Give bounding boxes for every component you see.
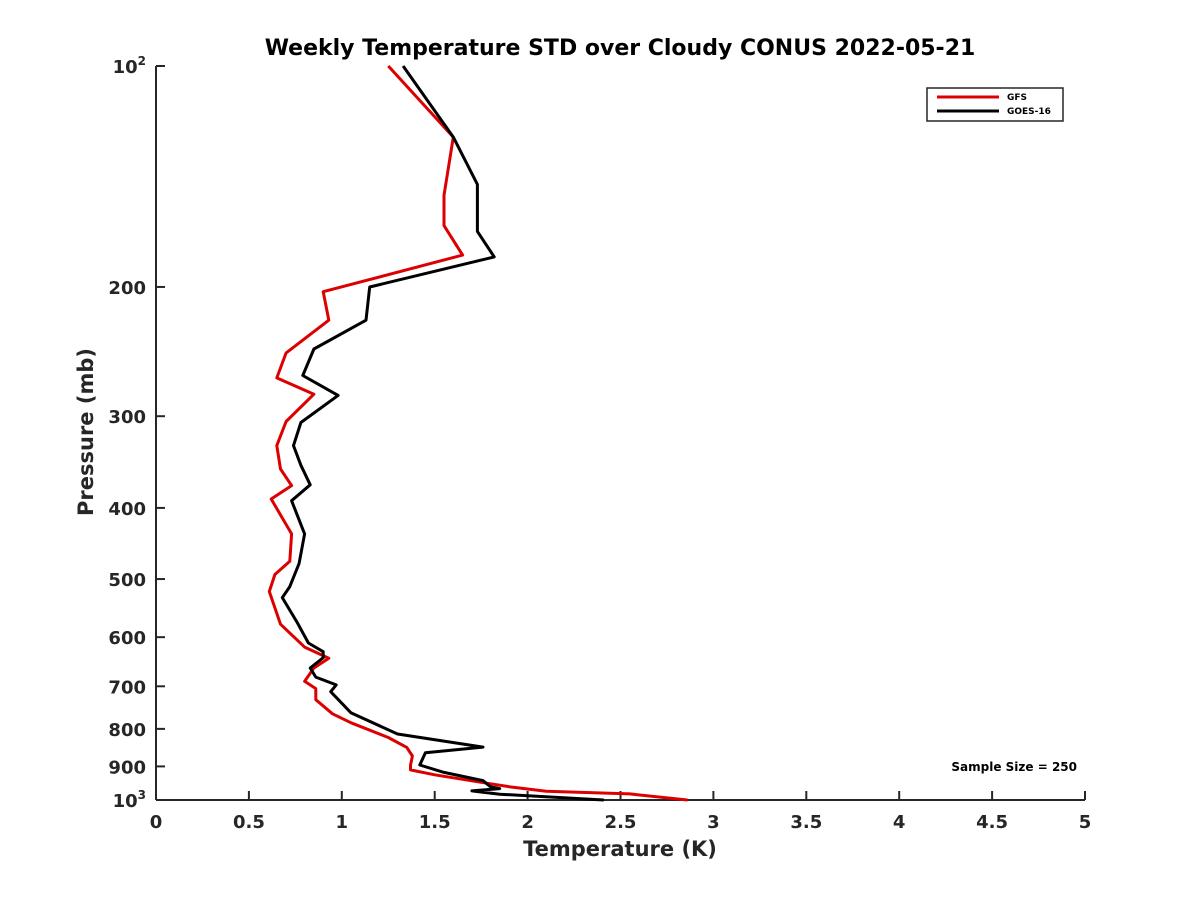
legend-label: GOES-16 bbox=[1007, 107, 1051, 117]
y-tick-label: 102 bbox=[113, 54, 146, 78]
y-tick-label: 103 bbox=[113, 788, 146, 812]
legend: GFS GOES-16 bbox=[926, 87, 1064, 122]
x-tick-label: 0.5 bbox=[233, 812, 265, 833]
legend-box bbox=[926, 87, 1064, 122]
chart-title: Weekly Temperature STD over Cloudy CONUS… bbox=[265, 36, 976, 61]
x-axis-label: Temperature (K) bbox=[523, 837, 717, 861]
y-tick-base: 10 bbox=[113, 791, 138, 812]
y-tick-exponent: 3 bbox=[138, 788, 146, 802]
y-tick-label: 600 bbox=[108, 628, 146, 649]
sample-size-annotation: Sample Size = 250 bbox=[951, 760, 1077, 774]
x-tick-label: 1 bbox=[336, 812, 349, 833]
plot-area: 0 0.5 1 1.5 2 2.5 3 3.5 4 4.5 51022003004005006007… bbox=[108, 54, 1091, 833]
y-tick-base: 10 bbox=[113, 57, 138, 78]
x-tick-label: 4.5 bbox=[976, 812, 1008, 833]
y-tick-label: 900 bbox=[108, 757, 146, 778]
x-tick-label: 0 bbox=[150, 812, 163, 833]
y-tick-label: 500 bbox=[108, 570, 146, 591]
y-axis-label: Pressure (mb) bbox=[74, 348, 98, 516]
x-tick-label: 4 bbox=[893, 812, 906, 833]
y-tick-label: 800 bbox=[108, 720, 146, 741]
y-tick-label: 400 bbox=[108, 499, 146, 520]
y-tick-exponent: 2 bbox=[138, 54, 146, 68]
x-tick-label: 3.5 bbox=[790, 812, 822, 833]
y-tick-label: 200 bbox=[108, 278, 146, 299]
x-tick-label: 3 bbox=[707, 812, 720, 833]
x-tick-label: 2.5 bbox=[605, 812, 637, 833]
y-tick-label: 300 bbox=[108, 407, 146, 428]
series-line-goes-16 bbox=[280, 65, 604, 802]
legend-label: GFS bbox=[1007, 93, 1027, 103]
y-tick-label: 700 bbox=[108, 677, 146, 698]
series-line-gfs bbox=[267, 64, 688, 802]
x-tick-label: 1.5 bbox=[419, 812, 451, 833]
x-tick-label: 5 bbox=[1079, 812, 1092, 833]
x-tick-label: 2 bbox=[521, 812, 534, 833]
